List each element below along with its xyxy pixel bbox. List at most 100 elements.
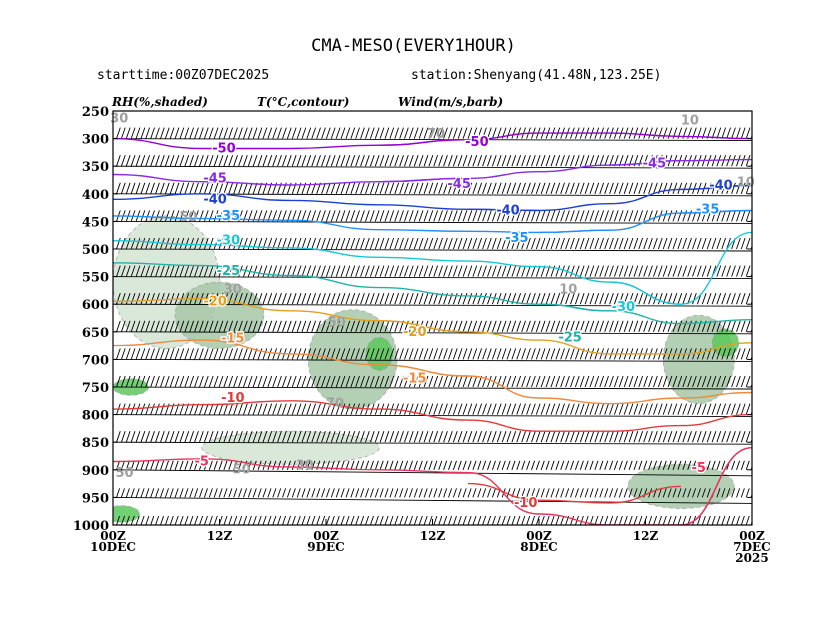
rh-label-10: 10 xyxy=(681,113,699,128)
x-tick-label: 00Z xyxy=(526,529,552,543)
x-tick-label: 10DEC xyxy=(90,540,136,554)
temperature-legend-label: T(°C,contour) xyxy=(257,95,350,109)
rh-label-30: 30 xyxy=(110,112,128,127)
rh-label-50: 50 xyxy=(328,315,346,330)
x-tick-label: 00Z xyxy=(739,529,765,543)
rh-label-70: 70 xyxy=(427,127,445,142)
barb-row-950 xyxy=(113,488,752,504)
barb-staff-300 xyxy=(113,138,752,142)
y-tick-label: 650 xyxy=(82,326,109,341)
temp-label--35: -35 xyxy=(505,231,529,246)
barb-staff-900 xyxy=(113,469,752,477)
barb-staff-600 xyxy=(113,303,752,307)
barb-row-1000 xyxy=(113,515,752,525)
y-tick-label: 800 xyxy=(82,409,109,424)
rh-patch-70 xyxy=(174,281,265,349)
temperature-contours xyxy=(113,132,752,525)
start-time-label: starttime:00Z07DEC2025 xyxy=(97,68,270,83)
rh-patch-90 xyxy=(711,328,740,358)
x-tick-label: 12Z xyxy=(420,529,446,543)
y-tick-label: 950 xyxy=(82,491,109,506)
y-tick-label: 900 xyxy=(82,464,109,479)
rh-label-10: 10 xyxy=(737,176,755,191)
temp-label--15: -15 xyxy=(221,331,245,346)
rh-patch-90 xyxy=(365,336,393,371)
temp-label--40: -40 xyxy=(203,192,227,207)
y-tick-label: 400 xyxy=(82,188,109,203)
x-tick-label: 00Z xyxy=(313,529,339,543)
rh-label-10: 10 xyxy=(559,283,577,298)
temp-label--40: -40 xyxy=(709,179,733,194)
barb-flags-550 xyxy=(116,265,752,277)
temp-label--10: -10 xyxy=(221,391,245,406)
temp-contour--30 xyxy=(609,281,682,305)
rh-legend-label: RH(%,shaded) xyxy=(112,95,208,109)
temp-contour--40 xyxy=(113,184,752,212)
wind-barbs xyxy=(113,127,752,525)
temp-label--25: -25 xyxy=(558,330,582,345)
temp-contour--50 xyxy=(379,139,469,146)
barb-staff-350 xyxy=(113,165,752,169)
y-tick-label: 600 xyxy=(82,298,109,313)
temp-label--45: -45 xyxy=(203,171,227,186)
barb-staff-950 xyxy=(113,496,752,504)
temp-contour--45 xyxy=(379,177,469,183)
barb-staff-700 xyxy=(113,358,752,362)
y-tick-label: 1000 xyxy=(73,519,109,534)
x-tick-label: 00Z xyxy=(100,529,126,543)
wind-legend-label: Wind(m/s,barb) xyxy=(398,95,504,109)
barb-row-650 xyxy=(113,320,752,335)
rh-label-50: 50 xyxy=(115,466,133,481)
temp-label--30: -30 xyxy=(612,300,636,315)
barb-row-750 xyxy=(113,375,752,390)
temp-label--20: -20 xyxy=(203,294,227,309)
temp-label--30: -30 xyxy=(217,234,241,249)
barb-staff-450 xyxy=(113,220,752,224)
temp-label--50: -50 xyxy=(212,142,236,157)
barb-row-450 xyxy=(113,210,752,224)
temp-contour--5 xyxy=(680,447,752,525)
axes: 250 300 350 400 450 500 550 600 650 700 750 800 850 9… xyxy=(73,105,771,565)
temp-contour--20 xyxy=(379,320,469,333)
barb-flags-1000 xyxy=(116,515,752,525)
temp-contour--25 xyxy=(113,262,752,325)
temp-label--10: -10 xyxy=(514,496,538,511)
y-tick-label: 250 xyxy=(82,105,109,120)
temp-label--45: -45 xyxy=(643,156,667,171)
x-tick-label: 12Z xyxy=(633,529,659,543)
barb-staff-850 xyxy=(113,441,752,445)
temp-label--5: -5 xyxy=(195,455,209,470)
temp-contour--40 xyxy=(467,208,540,212)
temp-contour--5 xyxy=(113,447,752,525)
barb-flags-400 xyxy=(116,182,752,194)
barb-flags-850 xyxy=(116,431,752,443)
temp-label--5: -5 xyxy=(692,461,706,476)
x-tick-label: 9DEC xyxy=(307,540,344,554)
barb-flags-650 xyxy=(116,320,752,332)
rh-label-50: 50 xyxy=(179,210,197,225)
y-tick-label: 300 xyxy=(82,133,109,148)
chart-title: CMA-MESO(EVERY1HOUR) xyxy=(311,36,516,56)
temp-label--15: -15 xyxy=(403,372,427,387)
station-label: station:Shenyang(41.48N,123.25E) xyxy=(411,68,662,83)
y-tick-label: 850 xyxy=(82,436,109,451)
temp-label--45: -45 xyxy=(447,177,471,192)
temp-contour--10 xyxy=(113,400,752,432)
y-tick-label: 700 xyxy=(82,353,109,368)
barb-row-600 xyxy=(113,293,752,307)
barb-row-400 xyxy=(113,182,752,197)
barb-staff-500 xyxy=(113,248,752,252)
rh-label-30: 30 xyxy=(296,458,314,473)
barb-flags-950 xyxy=(116,488,752,498)
rh-label-30: 30 xyxy=(224,283,242,298)
barb-flags-500 xyxy=(116,237,752,250)
x-tick-label: 12Z xyxy=(207,529,233,543)
y-tick-label: 350 xyxy=(82,160,109,175)
temp-label--35: -35 xyxy=(217,209,241,224)
temp-label--40: -40 xyxy=(496,203,520,218)
barb-row-550 xyxy=(113,265,752,280)
temp-contour--40 xyxy=(680,184,752,191)
rh-label-50: 50 xyxy=(233,463,251,478)
temp-contour--45 xyxy=(609,160,682,166)
